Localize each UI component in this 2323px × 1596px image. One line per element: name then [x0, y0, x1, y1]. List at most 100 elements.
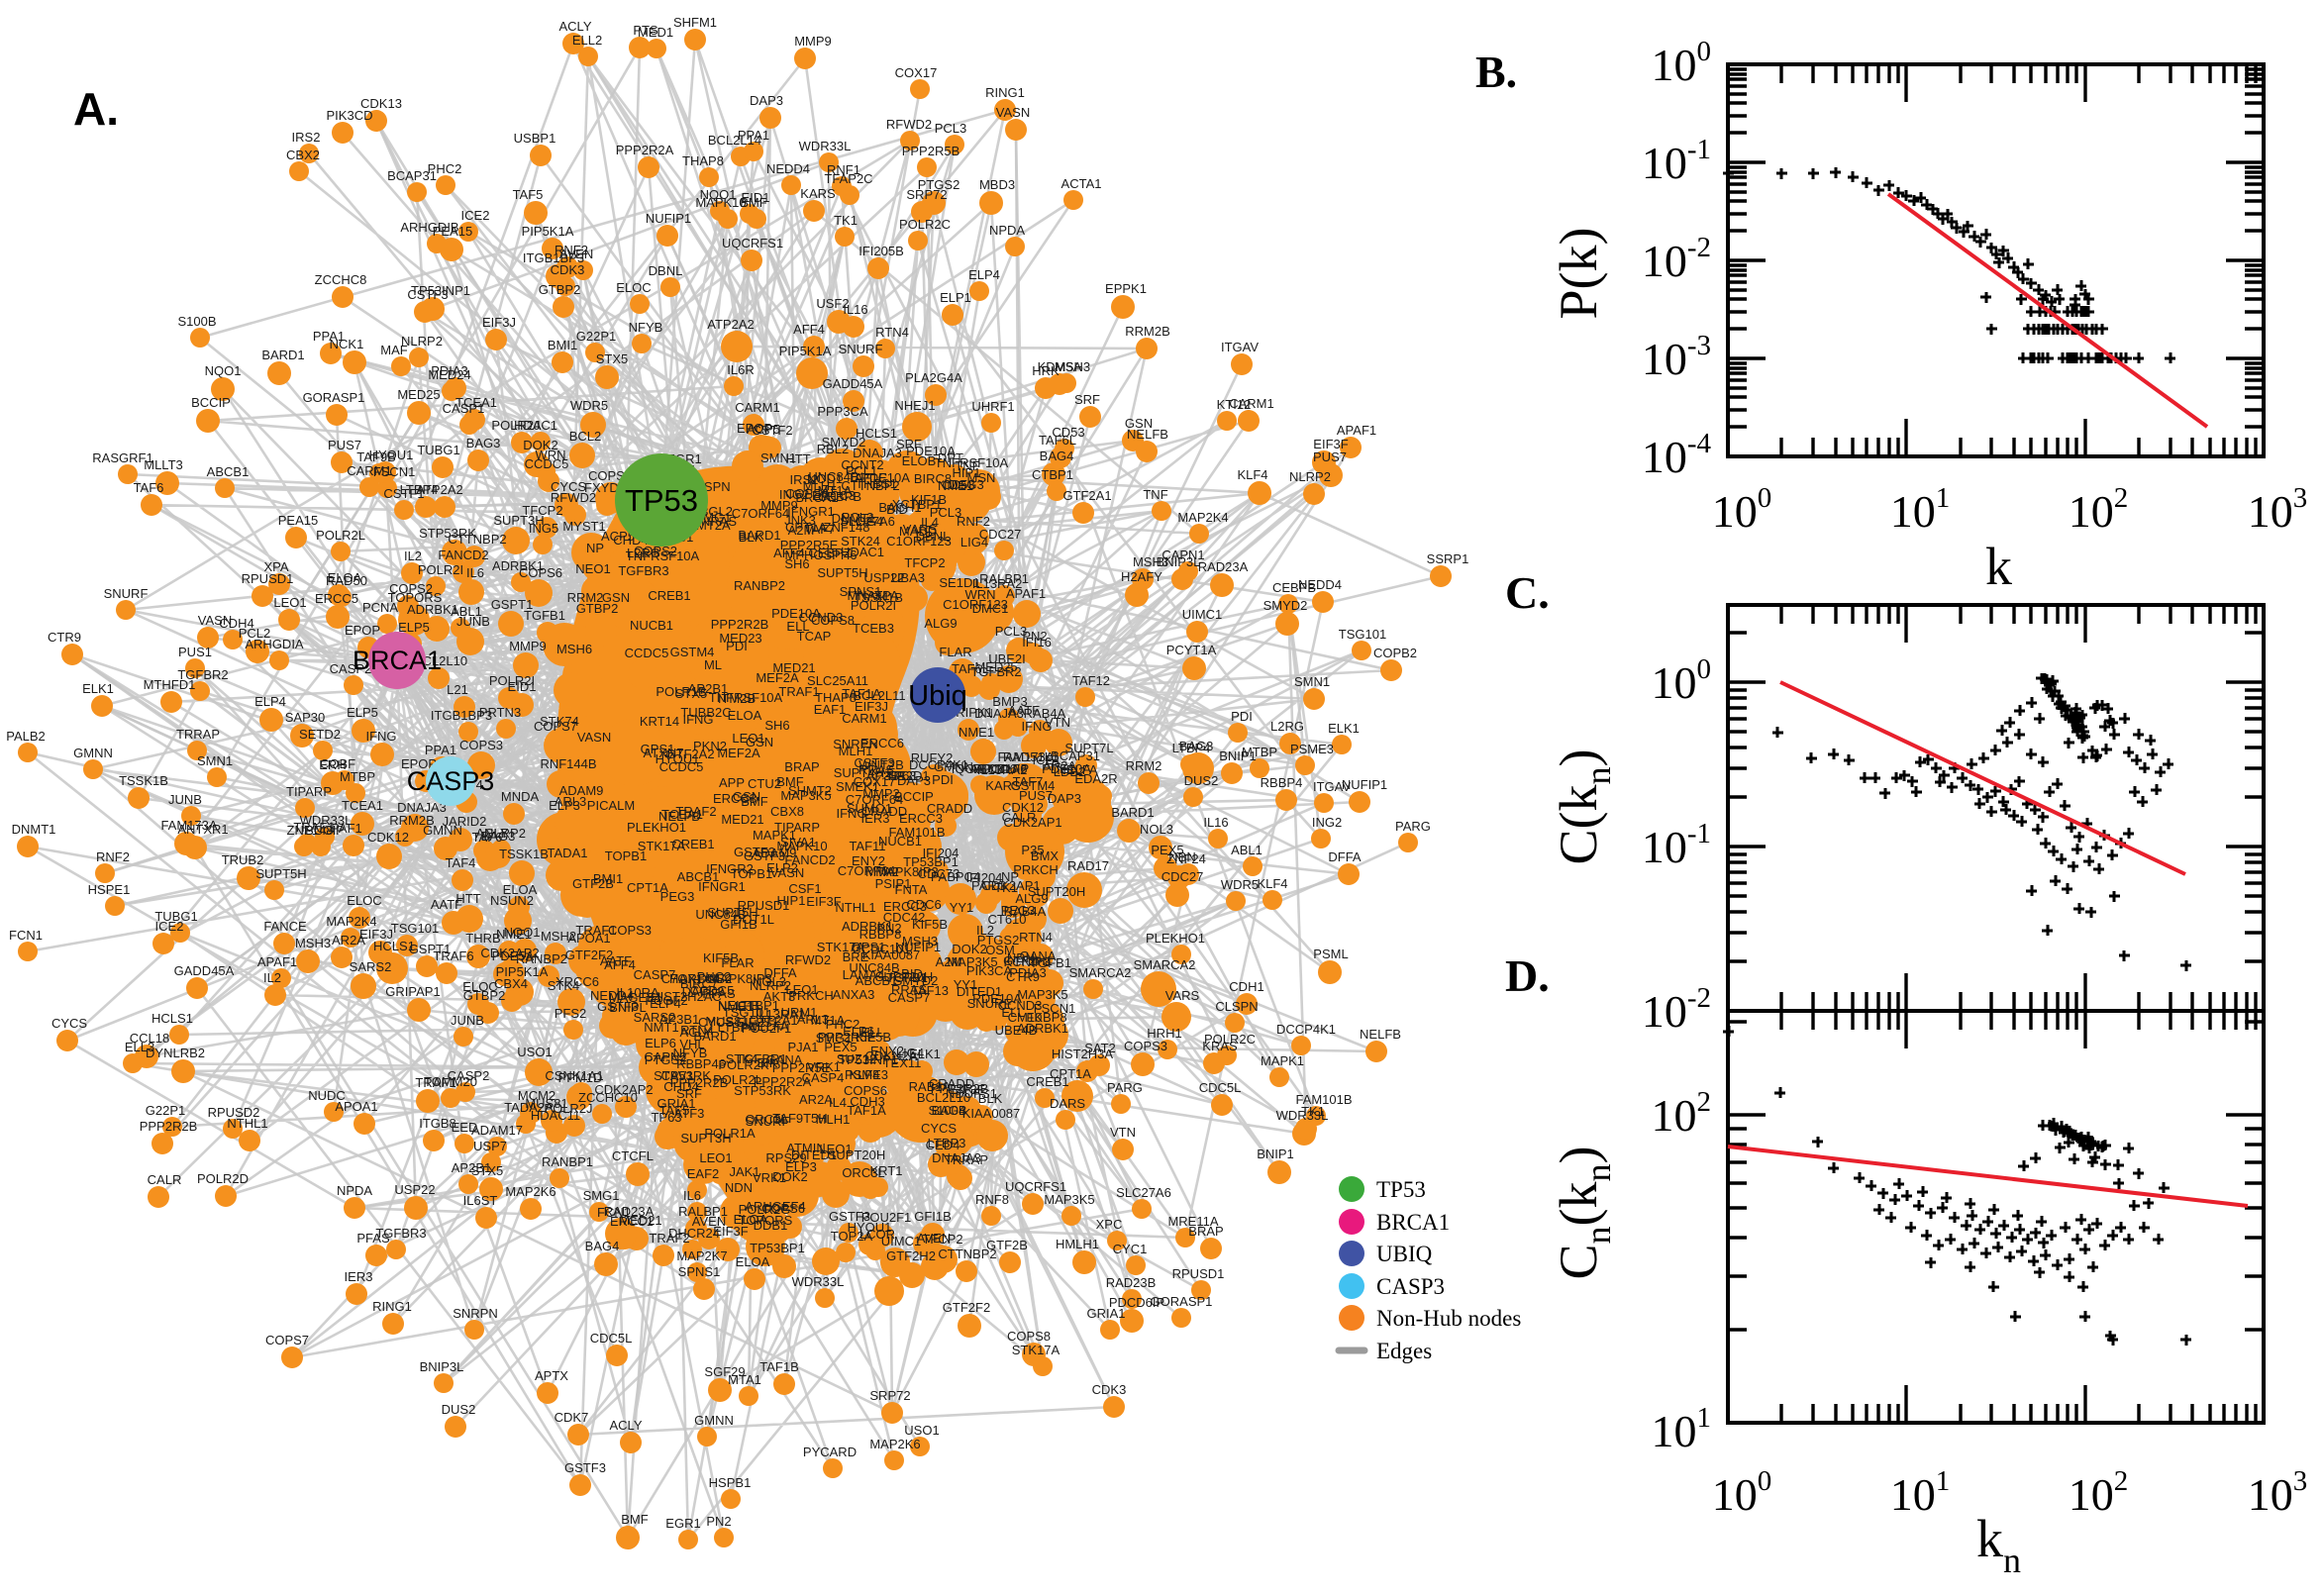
svg-text:SUPT20H: SUPT20H [1028, 884, 1086, 899]
svg-text:HYOU1: HYOU1 [656, 751, 700, 766]
svg-text:FXYD6: FXYD6 [584, 480, 626, 495]
svg-text:STP53RK: STP53RK [419, 526, 476, 541]
svg-text:POU2F1: POU2F1 [861, 1210, 912, 1225]
svg-text:IFNG: IFNG [1021, 719, 1052, 734]
svg-text:CYCS: CYCS [698, 1015, 734, 1030]
svg-text:IL6: IL6 [683, 1188, 701, 1203]
svg-text:NTHL1: NTHL1 [835, 900, 875, 915]
svg-text:BAG3: BAG3 [1179, 739, 1214, 753]
svg-text:COPS3: COPS3 [459, 738, 503, 752]
svg-text:DPT: DPT [938, 450, 963, 465]
svg-text:PSIP1: PSIP1 [875, 876, 912, 891]
svg-text:LIG4: LIG4 [856, 514, 883, 529]
svg-text:DHCR24: DHCR24 [668, 1226, 720, 1241]
svg-text:CASP1: CASP1 [443, 401, 485, 416]
svg-text:GSN: GSN [746, 735, 773, 749]
svg-text:COX17: COX17 [895, 65, 938, 80]
svg-text:UQCRFS1: UQCRFS1 [722, 236, 783, 250]
svg-text:WRN: WRN [535, 448, 565, 462]
svg-text:HIP1: HIP1 [777, 893, 806, 908]
svg-text:CSTF3: CSTF3 [854, 755, 894, 770]
svg-text:BACH1: BACH1 [878, 500, 921, 515]
svg-text:NQO1: NQO1 [504, 925, 541, 940]
svg-text:GPS1: GPS1 [852, 940, 886, 954]
svg-text:102: 102 [2069, 482, 2129, 537]
svg-text:USO1: USO1 [904, 1423, 939, 1438]
svg-text:IFI205B: IFI205B [858, 244, 904, 258]
svg-text:TGFBR1: TGFBR1 [736, 1051, 786, 1066]
svg-text:GTF2F2: GTF2F2 [943, 1300, 990, 1315]
svg-text:MED23: MED23 [719, 631, 761, 646]
svg-text:FSCN1: FSCN1 [1034, 1001, 1076, 1016]
svg-text:ELOA: ELOA [328, 570, 362, 585]
svg-text:PHC2: PHC2 [428, 161, 462, 176]
svg-text:SAP30: SAP30 [285, 710, 325, 725]
svg-text:SHFM1: SHFM1 [673, 15, 717, 30]
svg-text:LEO1: LEO1 [699, 1150, 732, 1165]
svg-text:CREB1: CREB1 [671, 837, 714, 851]
svg-text:IL4: IL4 [829, 1095, 847, 1110]
svg-text:TNFRSF10A: TNFRSF10A [935, 455, 1009, 470]
svg-text:TGFBR2: TGFBR2 [970, 664, 1021, 679]
svg-text:VRK1: VRK1 [807, 1059, 841, 1074]
svg-text:FAM101B: FAM101B [1295, 1092, 1352, 1107]
svg-text:IQGAP1: IQGAP1 [952, 761, 999, 776]
svg-text:MAP2K6: MAP2K6 [505, 1184, 556, 1199]
svg-text:COPS7: COPS7 [265, 1333, 309, 1347]
svg-text:CTU2: CTU2 [748, 776, 781, 791]
svg-text:MAP2K7: MAP2K7 [676, 1248, 727, 1263]
svg-text:WDR5: WDR5 [1221, 877, 1259, 892]
svg-text:HIST2H2AC: HIST2H2AC [651, 989, 722, 1004]
svg-text:TUBG1: TUBG1 [154, 909, 197, 924]
svg-text:D.: D. [1505, 950, 1550, 1001]
svg-text:CTTNBP2: CTTNBP2 [448, 532, 506, 547]
svg-text:CLSPN: CLSPN [1215, 999, 1258, 1014]
svg-text:RPS29: RPS29 [765, 1150, 806, 1165]
svg-text:BNIPL: BNIPL [609, 1000, 647, 1015]
svg-text:TAF6L: TAF6L [952, 661, 989, 676]
svg-text:STK4: STK4 [548, 978, 580, 993]
svg-text:EIF3J: EIF3J [359, 927, 393, 942]
svg-text:LEO1: LEO1 [732, 731, 764, 746]
svg-text:PPP2R5E: PPP2R5E [780, 538, 839, 552]
svg-text:BCCIP: BCCIP [305, 823, 345, 838]
svg-text:AATF: AATF [1008, 703, 1040, 718]
svg-text:BRE: BRE [843, 949, 869, 964]
svg-text:ELL2: ELL2 [572, 33, 602, 48]
svg-text:L2RG: L2RG [627, 546, 660, 560]
svg-text:SPNS1: SPNS1 [678, 1264, 721, 1279]
svg-text:JUNB: JUNB [168, 792, 202, 807]
svg-text:EDA2R: EDA2R [1074, 771, 1117, 786]
svg-text:STK74: STK74 [540, 714, 579, 729]
svg-text:BAG4: BAG4 [1040, 449, 1074, 463]
svg-text:PLA2G4A: PLA2G4A [905, 370, 962, 385]
svg-text:ELP6: ELP6 [843, 1024, 874, 1039]
svg-text:NPDA: NPDA [337, 1183, 372, 1198]
svg-text:GTF2B: GTF2B [986, 1238, 1028, 1252]
svg-text:KLF4: KLF4 [849, 1067, 879, 1082]
svg-text:FAM173A: FAM173A [160, 818, 217, 833]
svg-text:ATF3: ATF3 [674, 1106, 705, 1121]
svg-text:BNIP3L: BNIP3L [1157, 554, 1201, 569]
svg-text:ADAM9: ADAM9 [753, 846, 797, 860]
svg-text:KLF6: KLF6 [996, 761, 1027, 776]
svg-text:ELOC: ELOC [462, 979, 497, 994]
svg-text:CBX2: CBX2 [286, 148, 320, 162]
svg-text:PPP2R2A: PPP2R2A [754, 1074, 812, 1089]
svg-text:RTN4: RTN4 [875, 325, 909, 340]
svg-text:THBS1: THBS1 [856, 476, 897, 491]
svg-text:BCCIP: BCCIP [894, 789, 934, 804]
svg-text:MT1A: MT1A [811, 1013, 846, 1028]
svg-text:BAG3: BAG3 [481, 829, 516, 844]
svg-text:MED21: MED21 [619, 1213, 661, 1228]
svg-text:POLR2C: POLR2C [1204, 1032, 1256, 1047]
svg-text:SNURF: SNURF [967, 996, 1012, 1011]
svg-text:BID: BID [886, 502, 908, 517]
svg-text:LIG4: LIG4 [960, 535, 988, 549]
svg-text:CASP2: CASP2 [330, 661, 372, 676]
svg-text:RRM2: RRM2 [1126, 758, 1162, 773]
svg-text:ANXA3: ANXA3 [833, 987, 875, 1002]
svg-text:LTBP4: LTBP4 [1172, 741, 1211, 755]
svg-text:CDC5L: CDC5L [590, 1331, 633, 1346]
svg-text:TRAF2: TRAF2 [675, 804, 716, 819]
